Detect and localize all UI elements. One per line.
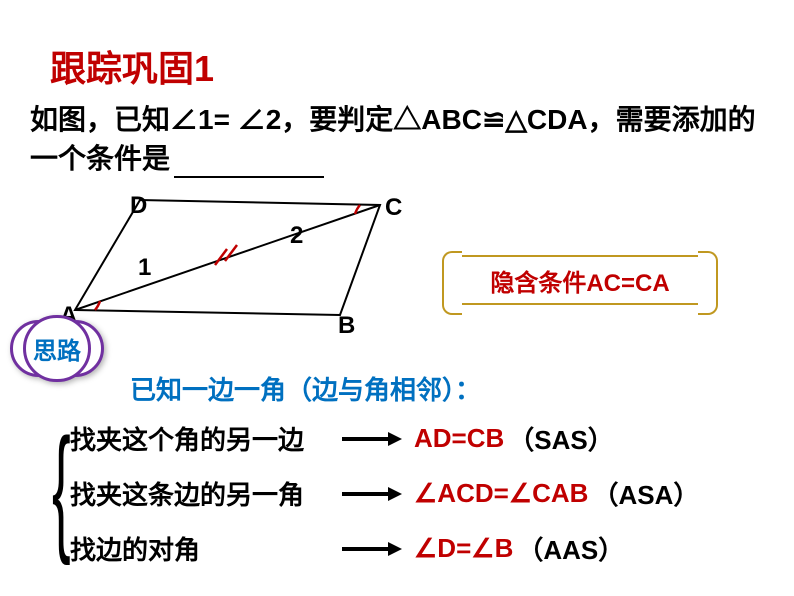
option-label: 找夹这个角的另一边	[70, 420, 330, 457]
option-result: AD=CB	[414, 423, 504, 454]
option-method: （SAS）	[508, 420, 613, 457]
arrow-icon	[342, 429, 402, 449]
vertex-d: D	[130, 195, 147, 219]
thought-label: 思路	[10, 320, 104, 377]
geometry-diagram: A B C D 1 2	[60, 195, 420, 335]
brace-icon: {	[52, 418, 71, 558]
page-title: 跟踪巩固1	[50, 40, 214, 92]
option-label: 找夹这条边的另一角	[70, 475, 330, 512]
option-row: 找边的对角 ∠D=∠B （AAS）	[70, 530, 699, 567]
arrow-icon	[342, 539, 402, 559]
answer-blank	[174, 176, 324, 178]
hint-text: 隐含条件AC=CA	[490, 263, 669, 298]
question-body: 如图，已知∠1= ∠2，要判定△ABC≌△CDA，需要添加的一个条件是	[30, 104, 756, 174]
angle-1-label: 1	[138, 254, 151, 281]
option-result: ∠D=∠B	[414, 533, 513, 564]
hint-box: 隐含条件AC=CA	[450, 255, 710, 305]
arrow-icon	[342, 484, 402, 504]
known-condition: 已知一边一角（边与角相邻）：	[130, 370, 481, 407]
option-row: 找夹这条边的另一角 ∠ACD=∠CAB （ASA）	[70, 475, 699, 512]
vertex-c: C	[385, 195, 402, 221]
option-method: （ASA）	[592, 475, 699, 512]
angle-2-label: 2	[290, 222, 303, 249]
options-list: 找夹这个角的另一边 AD=CB （SAS） 找夹这条边的另一角 ∠ACD=∠CA…	[70, 420, 699, 585]
option-method: （AAS）	[517, 530, 624, 567]
question-text: 如图，已知∠1= ∠2，要判定△ABC≌△CDA，需要添加的一个条件是	[30, 100, 770, 178]
option-label: 找边的对角	[70, 530, 330, 567]
vertex-b: B	[338, 312, 355, 335]
thought-cloud: 思路	[10, 320, 104, 377]
option-result: ∠ACD=∠CAB	[414, 478, 588, 509]
option-row: 找夹这个角的另一边 AD=CB （SAS）	[70, 420, 699, 457]
